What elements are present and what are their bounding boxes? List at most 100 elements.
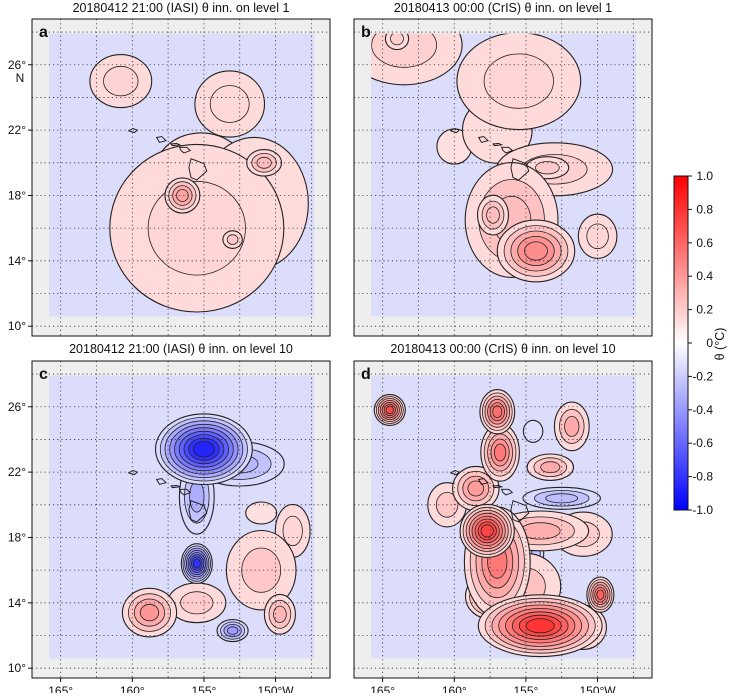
panel-frame xyxy=(31,360,331,679)
graticule xyxy=(354,361,652,678)
innovation-field xyxy=(371,33,618,283)
lat-tick-label: 26° xyxy=(8,400,26,414)
island-outline-3 xyxy=(500,488,514,496)
colorbar-tick-label: 0 xyxy=(706,336,713,350)
island-outline-2 xyxy=(492,485,504,489)
lon-tick-label: 165° xyxy=(370,684,395,693)
lat-tick-label: 14° xyxy=(8,596,26,610)
island-outline-4 xyxy=(510,158,530,181)
lon-tick-label: 150°W xyxy=(579,684,616,693)
graticule xyxy=(32,361,330,678)
island-outline-1 xyxy=(155,136,167,143)
colorbar-tick-label: 1.0 xyxy=(696,169,713,183)
colorbar-tick-label: 0.8 xyxy=(696,202,713,216)
lat-tick-label: 18° xyxy=(8,188,26,202)
island-outline-2 xyxy=(170,143,182,147)
field-anomaly-6-level-4 xyxy=(226,626,239,635)
field-anomaly-5-level-4 xyxy=(176,189,189,202)
island-outline-1 xyxy=(477,478,489,485)
field-anomaly-1-level-3 xyxy=(189,480,205,513)
graticule xyxy=(32,19,330,336)
island-outline-2 xyxy=(170,485,182,489)
field-anomaly-5-level-2 xyxy=(241,547,282,593)
island-outline-3 xyxy=(178,146,192,154)
field-anomaly-7-level-2 xyxy=(535,161,560,175)
map-panel-c: c 20180412 21:00 (IASI) θ inn. on level 1… xyxy=(31,342,331,679)
colorbar-tick-label: 0.2 xyxy=(696,303,713,317)
field-anomaly-8-level-2 xyxy=(390,33,404,46)
colorbar-tick-label: -0.6 xyxy=(692,436,713,450)
island-outline-4 xyxy=(510,500,530,523)
island-outline-1 xyxy=(155,478,167,485)
lat-tick-label: 10° xyxy=(8,319,26,333)
lat-tick-label: 22° xyxy=(8,123,26,137)
panel-title: 20180413 00:00 (CrIS) θ inn. on level 1 xyxy=(394,1,612,15)
field-anomaly-8-level-3 xyxy=(273,605,287,623)
innovation-field xyxy=(373,389,615,658)
field-anomaly-0-level-2 xyxy=(103,65,139,97)
colorbar-label: θ (°C) xyxy=(713,328,727,361)
field-anomaly-7-level-8 xyxy=(525,618,555,634)
panel-frame xyxy=(353,18,653,337)
colorbar-tick-label: -0.2 xyxy=(692,369,713,383)
field-anomaly-1-level-2 xyxy=(209,85,250,123)
panel-title: 20180412 21:00 (IASI) θ inn. on level 10 xyxy=(69,342,293,356)
map-panel-b: b 20180413 00:00 (CrIS) θ inn. on level 1 xyxy=(353,1,653,337)
field-anomaly-2-level-5 xyxy=(493,443,507,462)
lat-tick-label: 26° xyxy=(8,58,26,72)
lon-tick-label: 160° xyxy=(442,684,467,693)
field-anomaly-3-level-8 xyxy=(192,558,201,569)
colorbar-tick-label: -1.0 xyxy=(692,503,713,517)
field-anomaly-9-level-6 xyxy=(596,589,605,600)
lon-tick-label: 150°W xyxy=(257,684,294,693)
panel-letter: a xyxy=(39,24,48,41)
island-outline-4 xyxy=(188,158,208,181)
panel-letter: d xyxy=(361,366,371,383)
lat-tick-label: 18° xyxy=(8,530,26,544)
field-anomaly-1-level-2 xyxy=(483,53,554,109)
panel-letter: b xyxy=(361,24,371,41)
lon-tick-label: 155° xyxy=(514,684,539,693)
innovation-field xyxy=(121,413,311,643)
map-panel-a: a 20180412 21:00 (IASI) θ inn. on level 1 xyxy=(31,1,331,337)
field-anomaly-4-level-8 xyxy=(480,524,494,538)
lat-tick-label: 10° xyxy=(8,661,26,675)
lon-tick-label: 165° xyxy=(48,684,73,693)
lon-tick-label: 160° xyxy=(120,684,145,693)
field-anomaly-4-level-4 xyxy=(139,603,160,622)
field-anomaly-5-level-5 xyxy=(524,241,548,261)
panel-frame xyxy=(31,18,331,337)
panel-letter: c xyxy=(39,366,48,383)
field-anomaly-15-level-3 xyxy=(545,493,579,504)
lon-tick-label: 155° xyxy=(192,684,217,693)
field-anomaly-12-level-3 xyxy=(540,461,561,474)
colorbar-tick-label: 0.4 xyxy=(696,269,713,283)
lat-tick-label: 14° xyxy=(8,254,26,268)
field-anomaly-9-level-2 xyxy=(586,223,609,250)
panel-title: 20180412 21:00 (IASI) θ inn. on level 1 xyxy=(73,1,290,15)
field-anomaly-17-level-1 xyxy=(522,419,544,443)
graticule xyxy=(354,19,652,336)
colorbar-tick-label: -0.4 xyxy=(692,403,713,417)
panel-frame xyxy=(353,360,653,679)
field-anomaly-7-level-2 xyxy=(226,234,239,245)
field-anomaly-1-level-6 xyxy=(492,405,503,419)
field-anomaly-6-level-3 xyxy=(486,206,500,224)
colorbar: -1.0 -0.8 -0.6 -0.4 -0.2 0 0.2 0.4 0.6 0.8 1.0 θ (°… xyxy=(673,169,727,517)
island-outline-3 xyxy=(500,146,514,154)
island-outline-4 xyxy=(188,500,208,523)
field-anomaly-3-level-4 xyxy=(467,480,485,497)
island-outline-3 xyxy=(178,488,192,496)
lat-tick-label: 22° xyxy=(8,465,26,479)
lat-unit-label: N xyxy=(16,71,25,85)
island-outline-2 xyxy=(492,143,504,147)
colorbar-tick-label: 0.6 xyxy=(696,236,713,250)
map-panel-d: d 20180413 00:00 (CrIS) θ inn. on level 1… xyxy=(353,342,653,679)
colorbar-gradient xyxy=(673,175,689,511)
field-anomaly-9-level-2 xyxy=(282,515,303,547)
field-anomaly-0-level-7 xyxy=(385,405,394,415)
island-outline-1 xyxy=(477,136,489,143)
panel-title: 20180413 00:00 (CrIS) θ inn. on level 10 xyxy=(390,342,615,356)
field-anomaly-13-level-3 xyxy=(564,415,580,437)
